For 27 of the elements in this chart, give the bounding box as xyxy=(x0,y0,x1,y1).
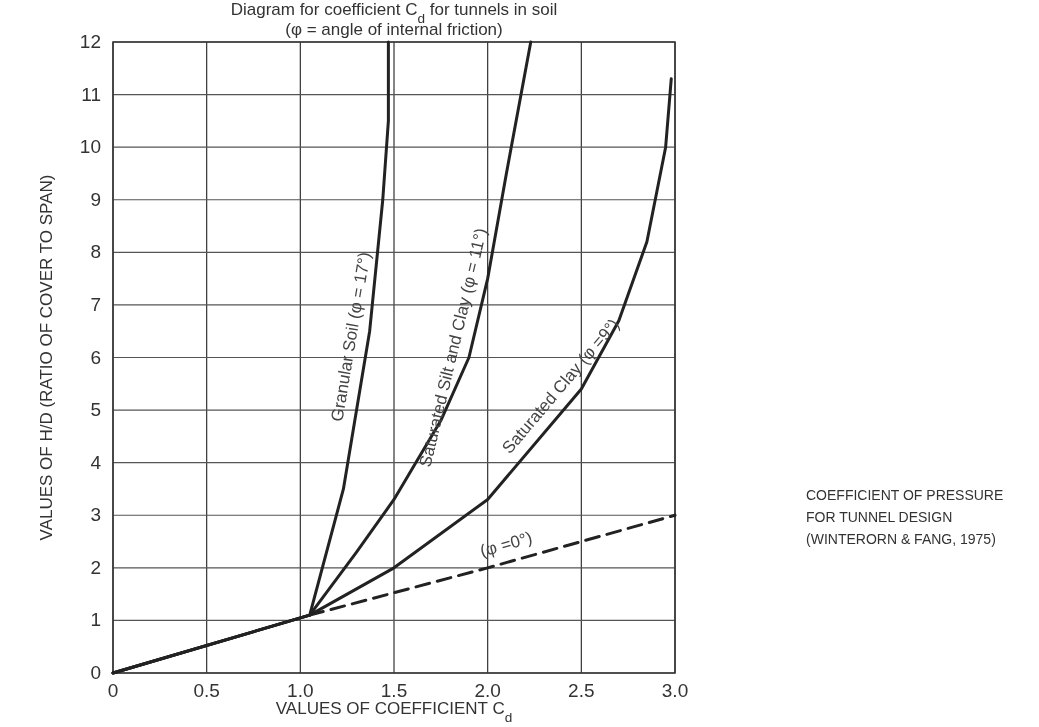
y-tick-label: 9 xyxy=(90,188,101,210)
text: Saturated Silt and Clay (φ = 11°) xyxy=(415,226,491,469)
y-tick-label: 3 xyxy=(90,504,101,526)
text: Granular Soil (φ = 17°) xyxy=(327,250,375,423)
y-tick-label: 2 xyxy=(90,556,101,578)
y-tick-label: 4 xyxy=(90,451,102,473)
y-tick-label: 0 xyxy=(90,662,101,683)
y-tick-label: 8 xyxy=(90,241,101,263)
y-tick-label: 12 xyxy=(79,31,101,52)
y-tick-label: 11 xyxy=(81,83,101,105)
y-tick-label: 7 xyxy=(90,293,101,315)
x-axis-title: VALUES OF COEFFICIENT C$_{d}$ xyxy=(275,699,513,725)
x-tick-label: 3.0 xyxy=(661,680,689,701)
y-tick-label: 1 xyxy=(90,609,101,631)
x-tick-label: 0 xyxy=(107,680,119,701)
x-tick-label: 1.5 xyxy=(380,680,408,701)
y-tick-label: 10 xyxy=(79,136,101,158)
text: FOR TUNNEL DESIGN xyxy=(806,509,953,525)
x-tick-label: 2.0 xyxy=(474,680,501,701)
y-tick-label: 6 xyxy=(90,346,101,368)
x-tick-label: 0.5 xyxy=(193,680,220,701)
y-tick-label: 5 xyxy=(90,399,101,421)
text: (WINTERORN & FANG, 1975) xyxy=(806,531,996,547)
x-tick-label: 1.0 xyxy=(287,680,314,701)
y-axis-title: VALUES OF H/D (RATIO OF COVER TO SPAN) xyxy=(37,174,56,541)
x-tick-label: 2.5 xyxy=(568,680,595,701)
text: COEFFICIENT OF PRESSURE xyxy=(806,487,1004,503)
